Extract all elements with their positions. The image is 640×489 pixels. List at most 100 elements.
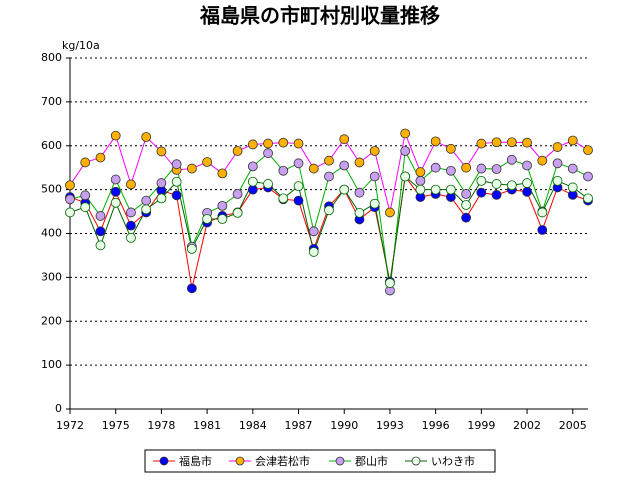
data-point [247, 139, 258, 150]
x-tick-label: 1972 [56, 419, 84, 432]
data-point [217, 168, 228, 179]
data-point [567, 163, 578, 174]
data-point [95, 240, 106, 251]
y-axis-label: kg/10a [62, 39, 100, 52]
y-tick-label: 400 [41, 227, 62, 240]
data-point [552, 158, 563, 169]
data-point [293, 195, 304, 206]
x-tick-label: 1981 [193, 419, 221, 432]
data-point [491, 137, 502, 148]
legend-label: 会津若松市 [255, 454, 310, 468]
data-point [491, 164, 502, 174]
data-point [65, 207, 75, 218]
data-point [552, 142, 563, 152]
data-point [461, 162, 472, 173]
legend-marker [235, 456, 245, 466]
data-point [126, 232, 136, 243]
data-point [278, 193, 289, 204]
data-point [263, 179, 273, 189]
data-point [232, 189, 243, 199]
data-point [400, 128, 411, 139]
legend-label: 郡山市 [355, 454, 388, 468]
data-point [247, 176, 258, 187]
data-point [461, 200, 472, 210]
data-point [415, 167, 426, 177]
data-point [522, 160, 532, 171]
y-tick-label: 0 [55, 402, 62, 415]
data-point [186, 163, 197, 174]
data-point [202, 214, 213, 224]
data-point [110, 130, 121, 141]
data-point [186, 283, 197, 294]
y-tick-label: 500 [41, 183, 62, 196]
data-point [522, 137, 532, 148]
x-tick-label: 1978 [147, 419, 175, 432]
data-point [263, 138, 273, 149]
data-point [522, 186, 532, 197]
data-point [156, 178, 167, 188]
data-point [522, 178, 532, 188]
legend-marker [411, 456, 421, 466]
y-tick-label: 100 [41, 358, 62, 371]
data-point [308, 226, 319, 237]
data-point [293, 158, 304, 169]
data-point [506, 180, 517, 191]
data-point [156, 193, 167, 204]
data-point [126, 207, 136, 218]
x-tick-label: 1987 [285, 419, 313, 432]
data-point [445, 184, 456, 195]
data-point [186, 243, 197, 254]
x-tick-label: 1990 [330, 419, 358, 432]
data-point [506, 154, 517, 165]
x-tick-label: 1975 [102, 419, 130, 432]
data-point [415, 184, 426, 195]
data-point [476, 138, 487, 149]
data-point [339, 184, 350, 195]
data-point [263, 148, 273, 159]
data-point [400, 146, 411, 156]
data-point [339, 134, 350, 145]
data-point [567, 135, 578, 146]
data-point [354, 187, 365, 198]
data-point [537, 155, 548, 166]
x-tick-label: 2002 [513, 419, 541, 432]
data-point [430, 184, 441, 195]
data-point [537, 207, 548, 218]
data-point [65, 194, 75, 205]
data-point [476, 175, 487, 186]
x-tick-label: 1999 [467, 419, 495, 432]
chart-title: 福島県の市町村別収量推移 [199, 4, 440, 28]
data-point [583, 193, 593, 204]
data-point [141, 132, 152, 142]
data-point [202, 157, 213, 167]
y-tick-label: 800 [41, 51, 62, 64]
data-point [171, 159, 182, 170]
data-point [537, 225, 548, 235]
x-tick-label: 1993 [376, 419, 404, 432]
data-point [583, 171, 593, 182]
data-point [461, 189, 472, 199]
data-point [308, 163, 319, 174]
x-tick-label: 2005 [559, 419, 587, 432]
data-point [232, 207, 243, 218]
data-point [506, 137, 517, 148]
data-point [156, 146, 167, 157]
legend-marker [335, 456, 345, 466]
data-point [171, 190, 182, 201]
data-point [461, 212, 472, 223]
data-point [476, 187, 487, 198]
data-point [293, 138, 304, 149]
legend-box [144, 449, 496, 473]
data-point [491, 189, 502, 200]
data-point [583, 145, 593, 156]
data-point [141, 195, 152, 206]
data-point [141, 204, 152, 215]
data-point [476, 163, 487, 174]
data-point [369, 146, 380, 156]
data-point [95, 226, 106, 237]
data-point [430, 136, 441, 147]
data-point [415, 175, 426, 186]
data-point [354, 157, 365, 168]
y-tick-label: 200 [41, 314, 62, 327]
